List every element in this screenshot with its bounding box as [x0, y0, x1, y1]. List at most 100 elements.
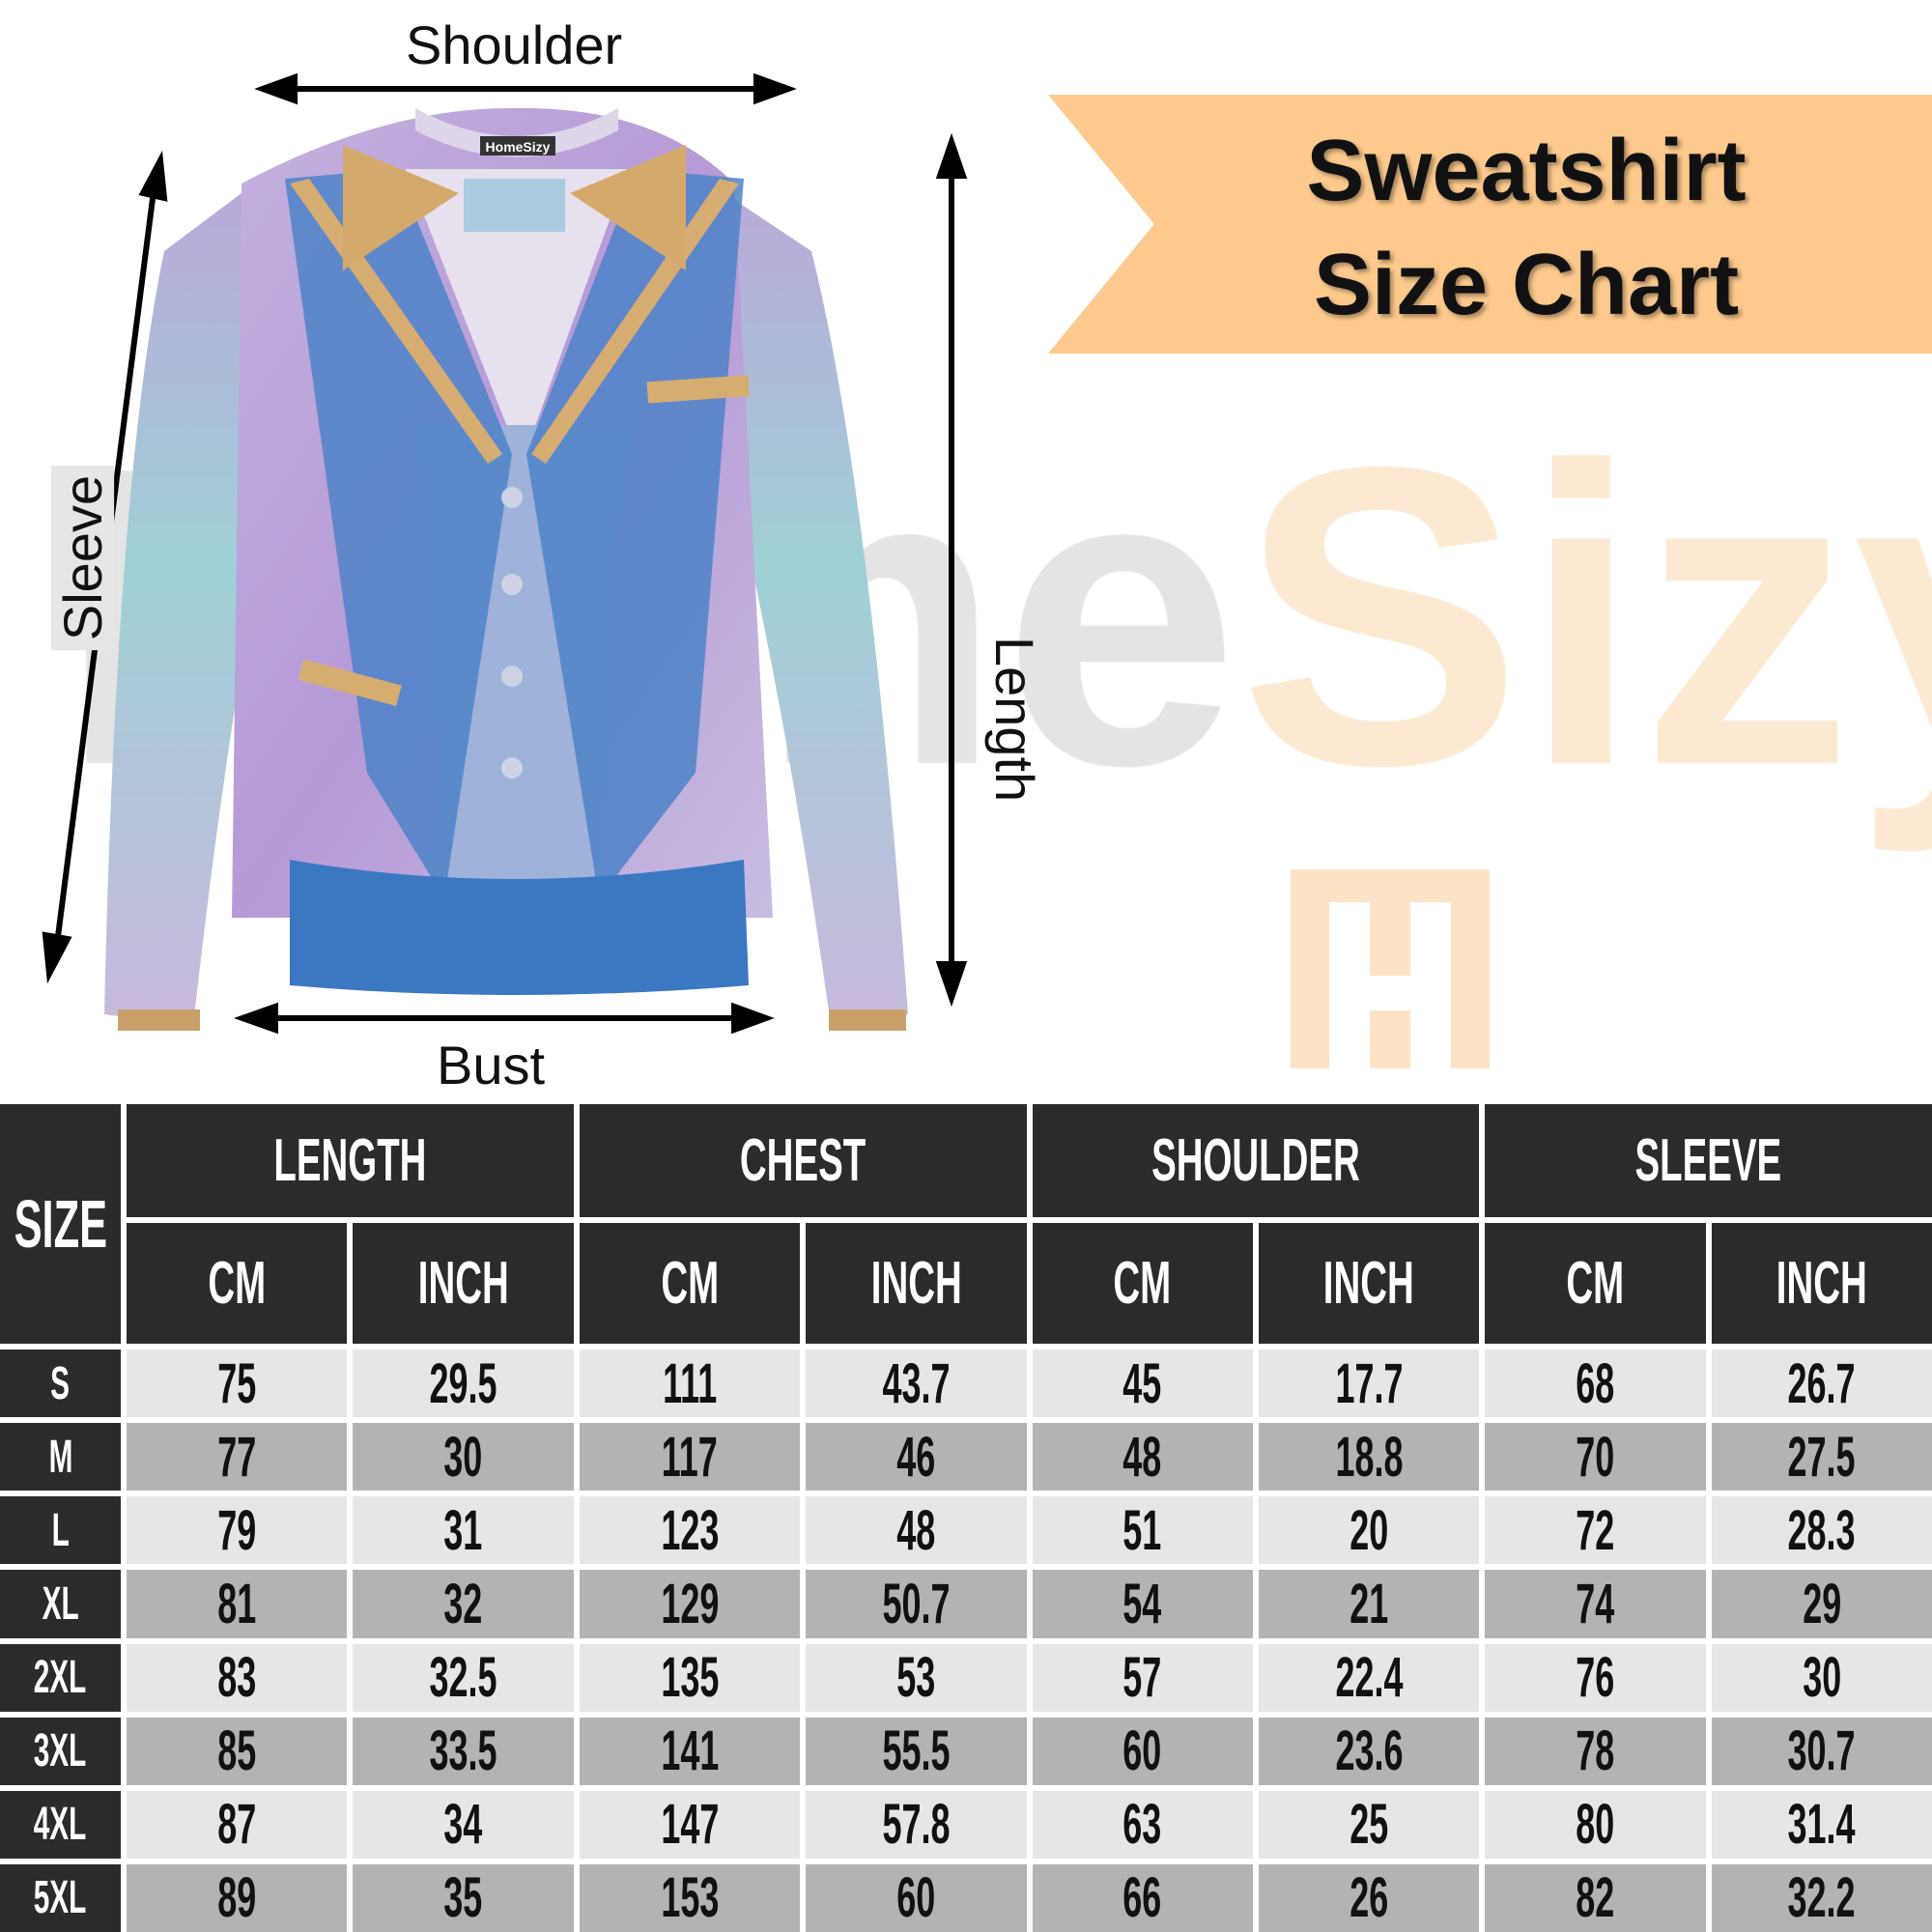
arrow-head-icon [753, 72, 797, 105]
table-cell: 153 [579, 1863, 801, 1932]
size-label: XL [0, 1570, 121, 1638]
size-header: SIZE [0, 1104, 121, 1344]
table-cell: 75 [127, 1350, 348, 1418]
arrow-head-icon [731, 1002, 775, 1035]
unit-header-inch: INCH [1258, 1223, 1480, 1344]
table-cell: 82 [1485, 1863, 1706, 1932]
table-cell: 72 [1485, 1496, 1706, 1565]
table-cell: 141 [579, 1717, 801, 1785]
table-cell: 50.7 [806, 1570, 1027, 1638]
table-cell: 55.5 [806, 1717, 1027, 1785]
table-cell: 48 [1032, 1423, 1253, 1492]
length-label: Length [984, 636, 1046, 803]
sweatshirt-image: HomeSizy [104, 107, 908, 1031]
measurement-arrows [42, 72, 968, 1035]
table-cell: 83 [127, 1643, 348, 1712]
table-cell: 60 [1032, 1717, 1253, 1785]
size-label: 3XL [0, 1717, 121, 1785]
group-header-shoulder: SHOULDER [1032, 1104, 1480, 1217]
table-cell: 26.7 [1711, 1350, 1932, 1418]
table-cell: 70 [1485, 1423, 1706, 1492]
arrow-head-icon [138, 150, 168, 202]
size-label: 5XL [0, 1863, 121, 1932]
unit-header-cm: CM [1032, 1223, 1253, 1344]
table-cell: 111 [579, 1350, 801, 1418]
table-cell: 78 [1485, 1717, 1706, 1785]
table-cell: 32.5 [353, 1643, 574, 1712]
group-header-sleeve: SLEEVE [1485, 1104, 1932, 1217]
sleeve-label: Sleeve [51, 465, 115, 651]
table-cell: 66 [1032, 1863, 1253, 1932]
unit-header-inch: INCH [353, 1223, 574, 1344]
table-cell: 57 [1032, 1643, 1253, 1712]
size-label: M [0, 1423, 121, 1492]
brand-h-logo [1291, 869, 1490, 1068]
table-cell: 117 [579, 1423, 801, 1492]
table-cell: 27.5 [1711, 1423, 1932, 1492]
unit-header-cm: CM [579, 1223, 801, 1344]
table-cell: 31.4 [1711, 1790, 1932, 1859]
table-cell: 48 [806, 1496, 1027, 1565]
table-cell: 135 [579, 1643, 801, 1712]
arrow-head-icon [254, 72, 298, 105]
table-cell: 30.7 [1711, 1717, 1932, 1785]
size-label: 2XL [0, 1643, 121, 1712]
neck-label: HomeSizy [486, 139, 551, 155]
table-cell: 63 [1032, 1790, 1253, 1859]
table-cell: 23.6 [1258, 1717, 1480, 1785]
table-cell: 46 [806, 1423, 1027, 1492]
unit-header-inch: INCH [806, 1223, 1027, 1344]
table-cell: 25 [1258, 1790, 1480, 1859]
table-cell: 30 [1711, 1643, 1932, 1712]
table-cell: 17.7 [1258, 1350, 1480, 1418]
table-cell: 123 [579, 1496, 801, 1565]
group-header-length: LENGTH [127, 1104, 574, 1217]
table-cell: 30 [353, 1423, 574, 1492]
size-chart-table: SIZE LENGTH CHEST SHOULDER SLEEVE CM INCH… [0, 1104, 1932, 1932]
arrow-head-icon [233, 1002, 278, 1035]
unit-header-cm: CM [1485, 1223, 1706, 1344]
table-cell: 87 [127, 1790, 348, 1859]
table-cell: 29 [1711, 1570, 1932, 1638]
table-cell: 57.8 [806, 1790, 1027, 1859]
table-cell: 68 [1485, 1350, 1706, 1418]
bust-label: Bust [437, 1035, 546, 1095]
unit-header-inch: INCH [1711, 1223, 1932, 1344]
table-cell: 76 [1485, 1643, 1706, 1712]
table-cell: 79 [127, 1496, 348, 1565]
group-header-chest: CHEST [579, 1104, 1027, 1217]
table-cell: 32 [353, 1570, 574, 1638]
table-cell: 18.8 [1258, 1423, 1480, 1492]
table-cell: 29.5 [353, 1350, 574, 1418]
shoulder-label: Shoulder [406, 14, 623, 75]
table-cell: 32.2 [1711, 1863, 1932, 1932]
table-cell: 85 [127, 1717, 348, 1785]
table-cell: 51 [1032, 1496, 1253, 1565]
table-cell: 77 [127, 1423, 348, 1492]
table-cell: 21 [1258, 1570, 1480, 1638]
size-label: S [0, 1350, 121, 1418]
table-cell: 60 [806, 1863, 1027, 1932]
size-label: 4XL [0, 1790, 121, 1859]
page-title: Sweatshirt Size Chart [1306, 123, 1747, 333]
table-cell: 31 [353, 1496, 574, 1565]
arrow-head-icon [935, 961, 968, 1008]
table-cell: 81 [127, 1570, 348, 1638]
title-banner [1048, 95, 1932, 354]
arrow-head-icon [42, 931, 72, 984]
table-cell: 129 [579, 1570, 801, 1638]
arrow-head-icon [935, 132, 968, 179]
table-cell: 34 [353, 1790, 574, 1859]
table-cell: 74 [1485, 1570, 1706, 1638]
unit-header-cm: CM [127, 1223, 348, 1344]
table-cell: 43.7 [806, 1350, 1027, 1418]
table-cell: 33.5 [353, 1717, 574, 1785]
size-label: L [0, 1496, 121, 1565]
table-cell: 80 [1485, 1790, 1706, 1859]
table-cell: 28.3 [1711, 1496, 1932, 1565]
table-cell: 54 [1032, 1570, 1253, 1638]
table-cell: 20 [1258, 1496, 1480, 1565]
table-cell: 26 [1258, 1863, 1480, 1932]
table-cell: 45 [1032, 1350, 1253, 1418]
table-cell: 53 [806, 1643, 1027, 1712]
